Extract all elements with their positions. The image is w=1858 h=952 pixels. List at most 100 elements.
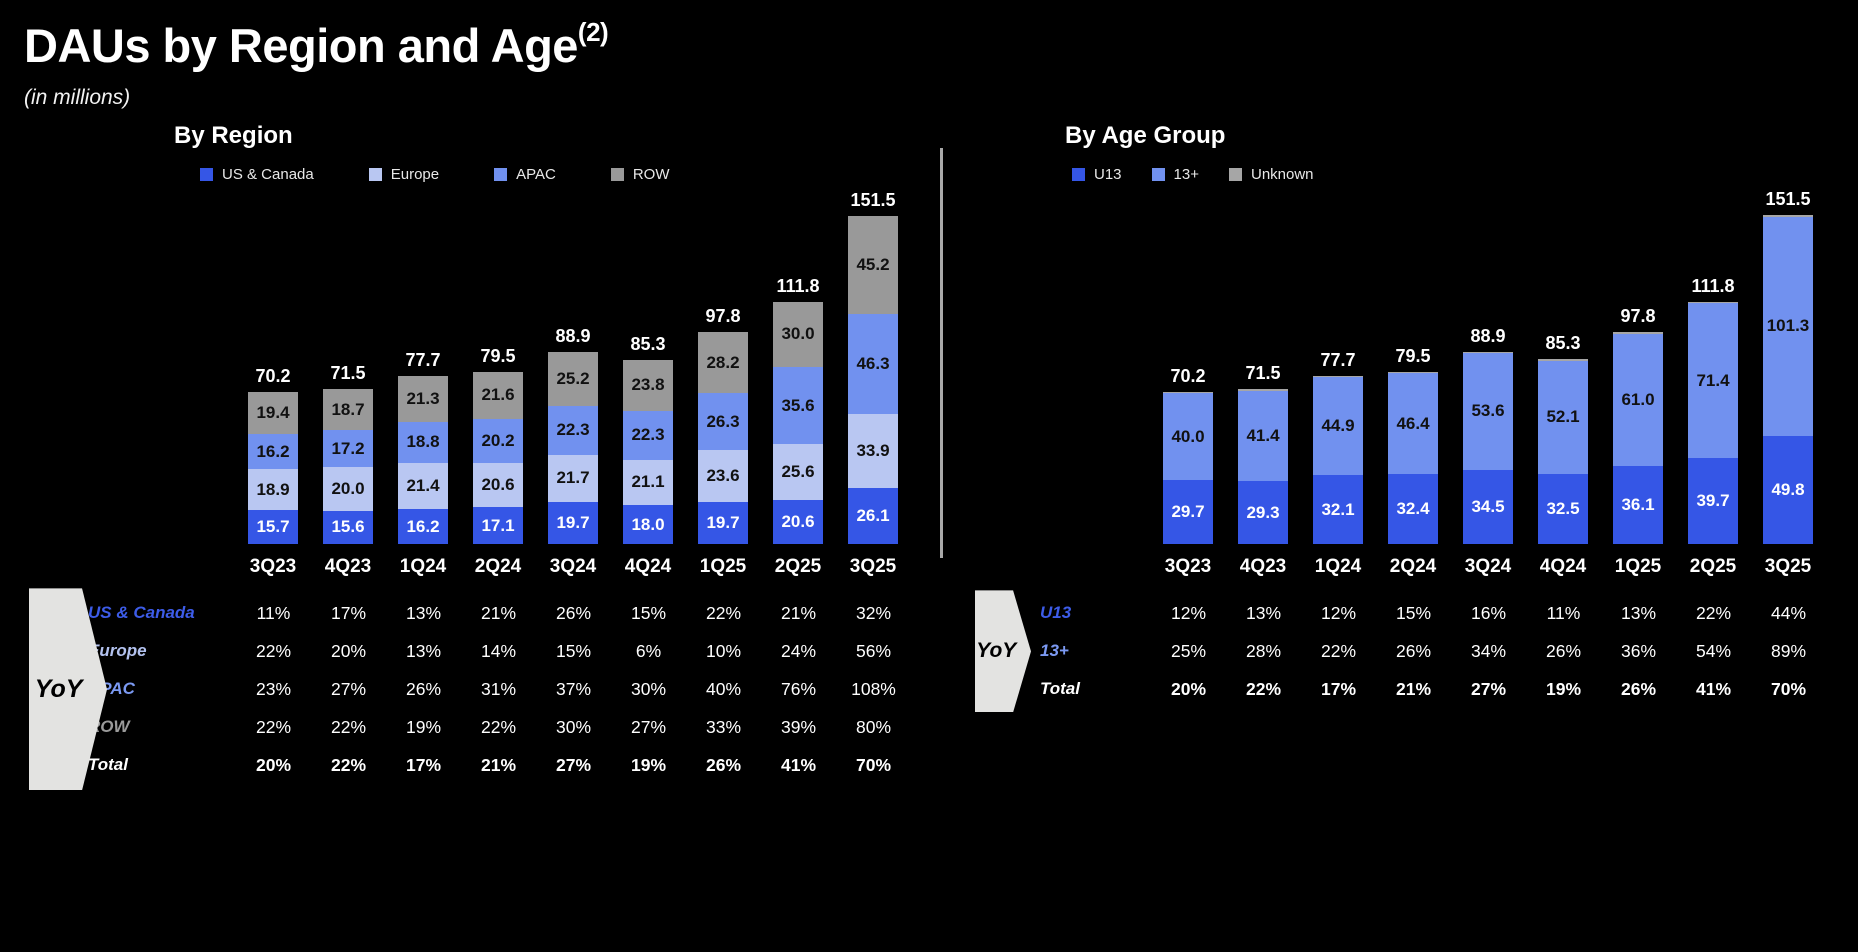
yoy-cell-europe-4q23: 20%	[330, 640, 367, 661]
bar-segment-13: 40.0	[1163, 393, 1213, 480]
bar-segment-row: 30.0	[773, 301, 823, 367]
bar-column-3q23: 70.2 19.4 16.2 18.9 15.7 3Q23	[248, 366, 298, 578]
bar-total-label: 79.5	[480, 345, 516, 366]
chart-title-region: By Region	[174, 122, 293, 150]
yoy-cell-row-4q23: 22%	[330, 716, 367, 737]
bar-column-2q24: 79.5 21.6 20.2 20.6 17.1 2Q24	[473, 346, 523, 578]
yoy-arrow-label: YoY	[976, 639, 1017, 663]
bar-stack: 21.3 18.8 21.4 16.2	[398, 375, 448, 545]
yoy-cell-u13-3q25: 44%	[1770, 602, 1807, 623]
bar-segment-u13: 29.3	[1238, 480, 1288, 545]
yoy-cell-europe-3q24: 15%	[555, 640, 592, 661]
x-axis-label: 2Q25	[1689, 556, 1737, 578]
bar-stack: 71.4 39.7	[1688, 301, 1738, 545]
yoy-cell-us-canada-1q25: 22%	[705, 602, 742, 623]
chart-panel-region: By Region US & Canada Europe APAC ROW 70.2 1…	[24, 122, 911, 791]
legend-swatch-u13	[1072, 167, 1085, 181]
bar-segment-apac: 22.3	[623, 411, 673, 460]
yoy-cell-row-2q24: 22%	[480, 716, 517, 737]
bar-segment-apac: 22.3	[548, 406, 598, 455]
bar-segment-europe: 21.1	[623, 459, 673, 506]
bar-column-3q24: 88.9 25.2 22.3 21.7 19.7 3Q24	[548, 326, 598, 579]
bar-segment-13: 101.3	[1763, 216, 1813, 437]
bar-stack: 23.8 22.3 21.1 18.0	[623, 359, 673, 545]
bar-segment-apac: 35.6	[773, 366, 823, 445]
yoy-cell-u13-1q25: 13%	[1620, 602, 1657, 623]
bar-segment-europe: 20.0	[323, 467, 373, 511]
yoy-cell-u13-4q24: 11%	[1546, 602, 1581, 623]
bar-segment-13: 41.4	[1238, 390, 1288, 481]
yoy-cell-total-4q24: 19%	[1545, 678, 1582, 699]
legend-label-13: 13+	[1173, 165, 1199, 183]
legend-swatch-apac	[494, 167, 508, 181]
bar-segment-unknown	[1163, 391, 1213, 394]
bar-segment-us-canada: 15.6	[323, 510, 373, 545]
bar-total-label: 88.9	[555, 325, 591, 346]
yoy-cell-us-canada-3q25: 32%	[855, 602, 892, 623]
chart-legend-region: US & Canada Europe APAC ROW	[200, 165, 911, 183]
legend-label-unknown: Unknown	[1250, 165, 1314, 183]
legend-swatch-europe	[368, 167, 382, 181]
yoy-cell-13-3q25: 89%	[1770, 640, 1807, 661]
bar-stack: 25.2 22.3 21.7 19.7	[548, 351, 598, 545]
yoy-table-age: U13 12% 13% 12% 15% 16% 11% 13% 22% 44% 13+ 25% 28% 2…	[955, 594, 1826, 708]
x-axis-label: 1Q25	[1614, 556, 1662, 578]
bar-segment-13: 53.6	[1463, 353, 1513, 470]
yoy-cell-13-1q25: 36%	[1620, 640, 1657, 661]
legend-swatch-unknown	[1228, 167, 1242, 181]
yoy-cell-row-3q24: 30%	[555, 716, 592, 737]
bar-segment-europe: 20.6	[473, 462, 523, 508]
bars-area-region: 70.2 19.4 16.2 18.9 15.7 3Q23 71.5 18.7 17.2 20.0…	[248, 186, 911, 578]
yoy-cell-row-1q24: 19%	[405, 716, 442, 737]
yoy-cell-us-canada-3q24: 26%	[555, 602, 592, 623]
yoy-table-wrap-region: YoY US & Canada 11% 17% 13% 21% 26% 15% 22% 21% 3…	[24, 588, 911, 791]
yoy-cell-total-4q24: 19%	[630, 754, 667, 775]
yoy-cell-13-1q24: 22%	[1320, 640, 1357, 661]
yoy-table-region: US & Canada 11% 17% 13% 21% 26% 15% 22% 21% 32% Eu…	[24, 594, 911, 784]
bar-segment-u13: 49.8	[1763, 436, 1813, 545]
bar-stack: 28.2 26.3 23.6 19.7	[698, 332, 748, 545]
yoy-cell-apac-2q25: 76%	[780, 678, 817, 699]
bar-segment-row: 23.8	[623, 359, 673, 412]
bar-stack: 61.0 36.1	[1613, 332, 1663, 545]
yoy-cell-apac-1q24: 26%	[405, 678, 442, 699]
bar-segment-europe: 21.4	[398, 462, 448, 510]
yoy-row-label-us-canada: US & Canada	[88, 603, 195, 623]
legend-label-us-canada: US & Canada	[222, 165, 314, 183]
yoy-cell-europe-1q25: 10%	[705, 640, 742, 661]
legend-item-unknown: Unknown	[1228, 165, 1314, 183]
bar-segment-unknown	[1538, 359, 1588, 361]
yoy-row-label-13: 13+	[1040, 641, 1069, 661]
yoy-cell-total-3q25: 70%	[1770, 678, 1807, 699]
yoy-cell-europe-4q24: 6%	[635, 640, 662, 661]
bar-segment-u13: 29.7	[1163, 479, 1213, 545]
bar-stack: 19.4 16.2 18.9 15.7	[248, 392, 298, 545]
x-axis-label: 2Q24	[1389, 556, 1437, 578]
bar-segment-unknown	[1388, 371, 1438, 374]
x-axis-label: 1Q24	[399, 556, 447, 578]
bar-segment-row: 21.3	[398, 375, 448, 423]
x-axis-label: 3Q24	[1464, 556, 1512, 578]
bar-stack: 46.4 32.4	[1388, 371, 1438, 545]
legend-item-us-canada: US & Canada	[200, 166, 314, 183]
bar-segment-apac: 26.3	[698, 393, 748, 451]
bar-segment-unknown	[1688, 301, 1738, 304]
bar-segment-unknown	[1463, 351, 1513, 354]
bar-total-label: 79.5	[1395, 345, 1431, 366]
bar-total-label: 111.8	[776, 275, 820, 296]
bar-total-label: 70.2	[255, 366, 291, 387]
x-axis-label: 3Q24	[549, 556, 597, 578]
bar-stack: 21.6 20.2 20.6 17.1	[473, 371, 523, 545]
legend-item-row: ROW	[610, 166, 670, 183]
x-axis-label: 3Q25	[1764, 556, 1812, 578]
bar-segment-13: 61.0	[1613, 333, 1663, 467]
bar-segment-us-canada: 19.7	[548, 501, 598, 545]
bar-stack: 30.0 35.6 25.6 20.6	[773, 301, 823, 545]
yoy-row-label-total: Total	[1040, 679, 1080, 699]
yoy-cell-us-canada-4q23: 17%	[330, 602, 367, 623]
yoy-cell-europe-2q24: 14%	[480, 640, 517, 661]
legend-label-europe: Europe	[390, 165, 440, 183]
bar-segment-unknown	[1763, 215, 1813, 217]
bar-segment-us-canada: 16.2	[398, 509, 448, 545]
bar-total-label: 111.8	[1691, 275, 1735, 296]
